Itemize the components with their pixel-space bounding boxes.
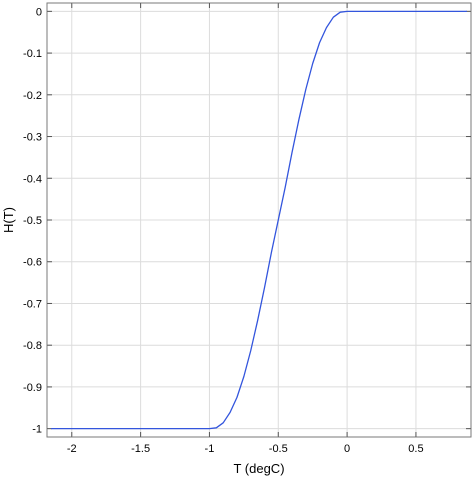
x-tick-label: -2 [67, 443, 77, 455]
y-tick-label: -0.8 [23, 340, 42, 352]
y-tick-label: -0.7 [23, 298, 42, 310]
y-tick-label: -0.6 [23, 257, 42, 269]
x-tick-label: -0.5 [269, 443, 288, 455]
y-tick-label: -0.5 [23, 215, 42, 227]
x-tick-label: -1.5 [131, 443, 150, 455]
y-tick-label: 0 [36, 6, 42, 18]
y-tick-label: -0.1 [23, 48, 42, 60]
x-axis-label: T (degC) [233, 461, 284, 476]
x-tick-label: -1 [205, 443, 215, 455]
x-axis-ticks: -2 -1.5 -1 -0.5 0 0.5 [67, 3, 424, 455]
y-tick-label: -0.2 [23, 90, 42, 102]
x-tick-label: 0 [344, 443, 350, 455]
series-group [51, 10, 467, 430]
x-tick-label: 0.5 [408, 443, 423, 455]
y-axis-ticks: 0 -0.1 -0.2 -0.3 -0.4 -0.5 -0.6 -0.7 -0.8 -0.9 -1 [23, 6, 471, 436]
y-axis-label: H(T) [1, 207, 16, 233]
y-tick-label: -0.3 [23, 132, 42, 144]
y-tick-label: -1 [32, 424, 42, 436]
y-tick-label: -0.4 [23, 173, 42, 185]
series-line [51, 10, 467, 430]
y-tick-label: -0.9 [23, 382, 42, 394]
